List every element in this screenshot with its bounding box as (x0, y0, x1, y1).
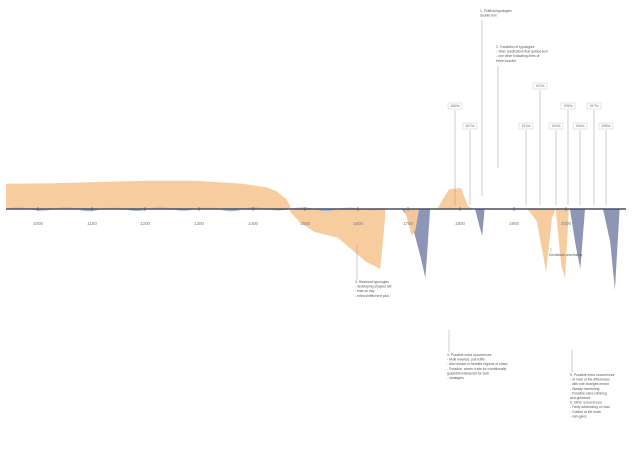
area-series-slate-spikes (401, 209, 620, 290)
marker-box (462, 122, 478, 130)
marker-label: 1960s (575, 124, 585, 128)
marker-box (560, 102, 576, 110)
area-series-orange-band-upper (6, 180, 291, 209)
tick-layer: 1000 1100 1200 1300 1400 1500 1600 1700 1800 1900… (33, 207, 572, 226)
annotation-line: 3. Historical typologies (355, 280, 389, 284)
annotation-line: - other predicators that guided text (496, 50, 548, 54)
tick-label: 1300 (194, 221, 205, 226)
annotation-second: 2. Transition of typologies - other pred… (496, 45, 548, 63)
annotation-line: 5. Possible extra occurrences (570, 373, 615, 377)
area-series-orange-spikes (404, 188, 569, 278)
annotation-line: - bias on day (355, 289, 375, 293)
marker-box (586, 102, 602, 110)
marker-label: 1870s (465, 124, 475, 128)
annotation-line: double text (480, 14, 497, 18)
tick-label: 1600 (353, 221, 364, 226)
annotation-line: - developing shaped, Bit (355, 285, 391, 289)
annotation-line: three founder (496, 59, 517, 63)
marker-layer: 1860s 1870s 1910s 1920s 1940s 1950s 1960s 1970s… (447, 82, 614, 205)
marker-label: 1920s (535, 84, 545, 88)
annotation-line: 6. Other occurrences (570, 401, 602, 405)
annotation-line: - Multi inverted, pull ruffle (447, 358, 485, 362)
marker-box (447, 102, 463, 110)
annotation-line: - Fairly addressing of rows (570, 405, 610, 409)
marker-label: 1910s (521, 124, 531, 128)
marker-label: 1950s (563, 104, 573, 108)
annotation-layer: 1. Political typologies double text 2. Tr… (355, 9, 615, 418)
annotation-line: - Guided at the mark (570, 410, 601, 414)
annotation-marker-side: Deviations uncertainty (549, 253, 583, 257)
annotation-line: - with role changes meant (570, 382, 609, 386)
tick-label: 1000 (33, 221, 44, 226)
marker-label: 1970s (589, 104, 599, 108)
tick-label: 2000 (561, 221, 572, 226)
annotation-line: - Steady monitoring (570, 387, 600, 391)
annotation-line: - Possible, where it sits for conditiona… (447, 367, 506, 371)
tick-label: 1100 (87, 221, 97, 226)
tick-label: 1500 (300, 221, 311, 226)
annotation-line: 1. Political typologies (480, 9, 512, 13)
annotation-right: 5. Possible extra occurrences - of rows … (570, 373, 615, 418)
tick-label: 1200 (140, 221, 151, 226)
annotation-top: 1. Political typologies double text (480, 9, 512, 18)
area-layer (6, 180, 620, 290)
annotation-line: - one other indicating lines of (496, 54, 539, 58)
annotation-line: - Possible extra climbing (570, 391, 607, 395)
annotation-line: - strategies (447, 376, 464, 380)
marker-label: 1940s (551, 124, 561, 128)
annotation-line: - Also shown in trended regions of sharp (447, 362, 508, 366)
marker-label: 1980s (601, 124, 611, 128)
annotation-line: 2. Transition of typologies (496, 45, 535, 49)
marker-box (572, 122, 588, 130)
annotation-line: guided/fundamental for Dati (447, 371, 489, 375)
tick-label: 1400 (248, 221, 259, 226)
marker-box (532, 82, 548, 90)
annotation-line: - sub-gains (570, 414, 587, 418)
marker-label: 1860s (450, 104, 460, 108)
annotation-line: Deviations uncertainty (549, 253, 583, 257)
annotation-mid: 4. Possible extra occurrences - Multi in… (447, 353, 508, 380)
marker-box (598, 122, 614, 130)
tick-label: 1800 (455, 221, 466, 226)
tick-label: 1900 (509, 221, 520, 226)
annotation-line: - of rows of the differences (570, 378, 610, 382)
marker-box (518, 122, 534, 130)
annotation-line: 4. Possible extra occurrences (447, 353, 492, 357)
annotation-line: - extra shifted text plus (355, 294, 389, 298)
annotation-left: 3. Historical typologies - developing sh… (355, 280, 391, 298)
tick-label: 1700 (403, 221, 414, 226)
area-series-orange-band-lower (290, 209, 386, 269)
annotation-line: and guidance (570, 396, 590, 400)
marker-box (548, 122, 564, 130)
